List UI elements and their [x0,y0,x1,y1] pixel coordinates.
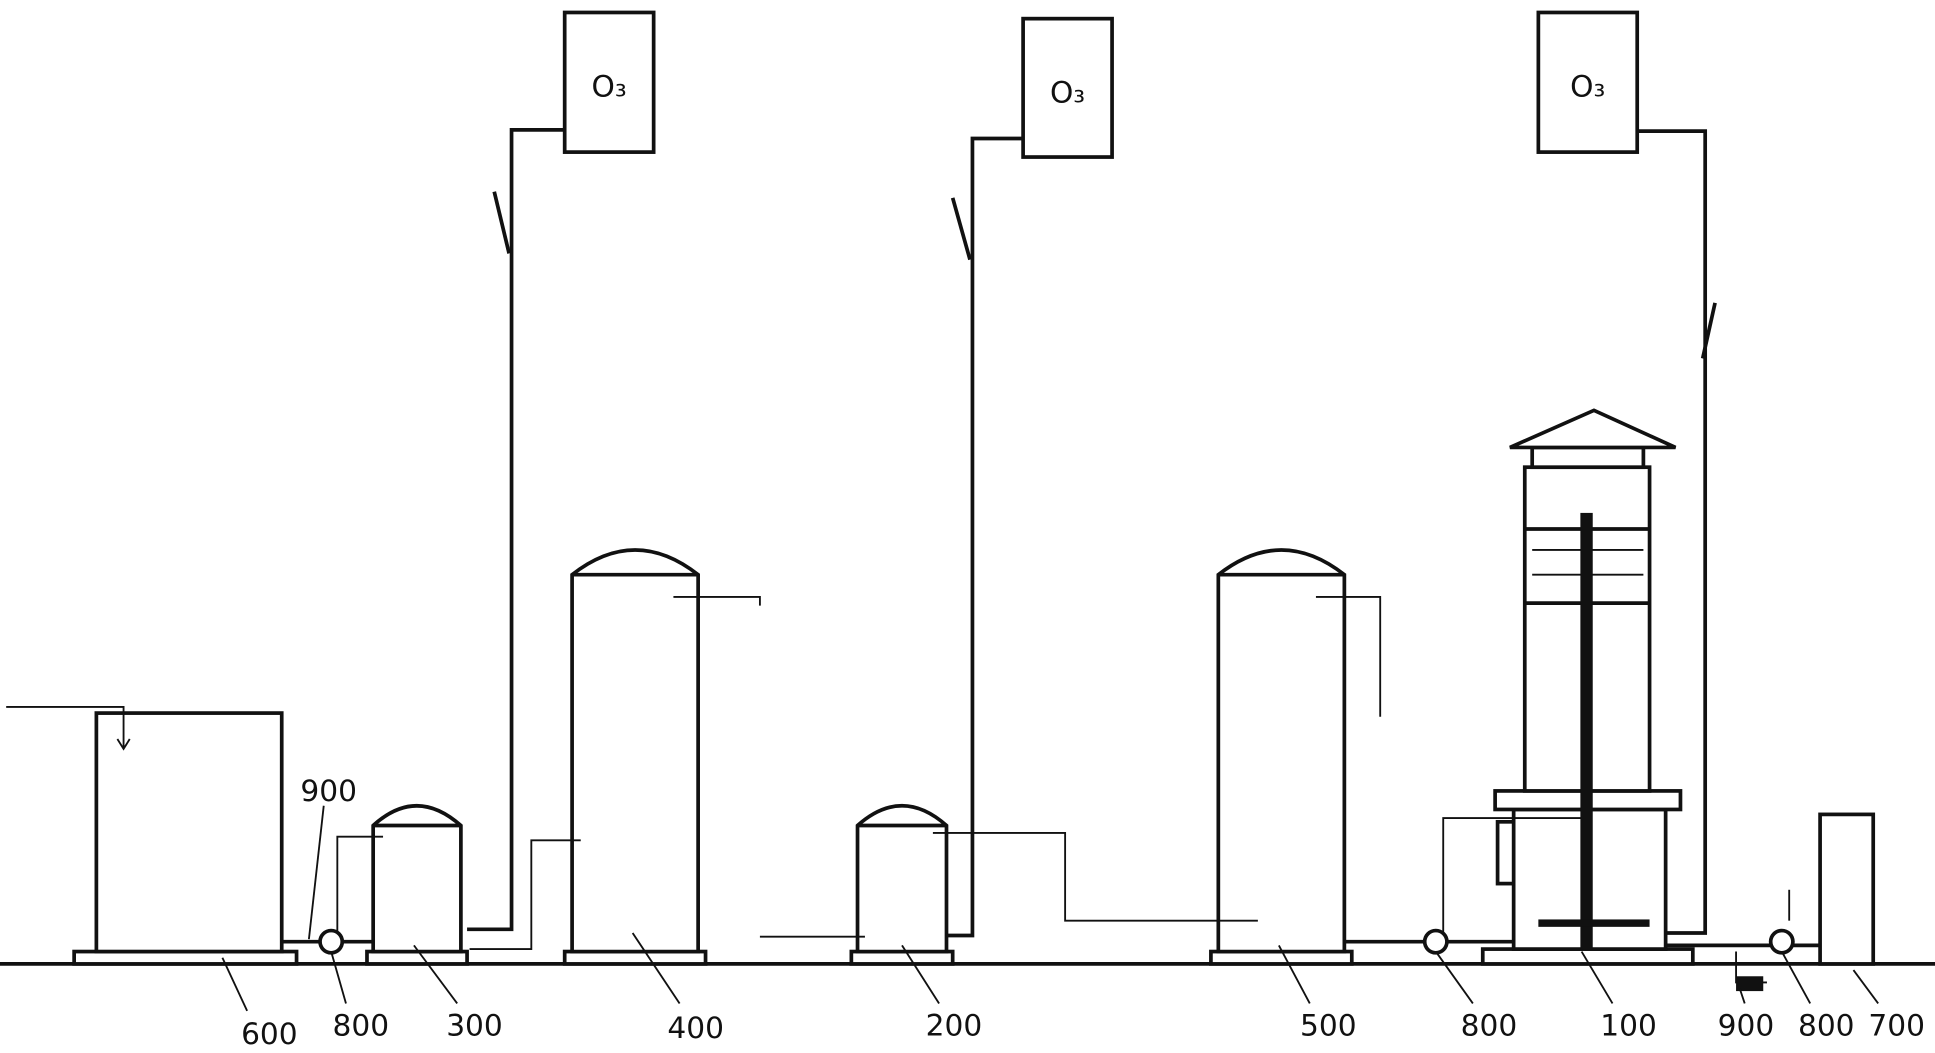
ozone-generator [1021,16,1114,159]
leader-line [221,957,248,1012]
tank-400 [562,548,761,966]
tank-500 [1209,548,1382,966]
leader-line [901,944,940,1004]
callout-label: 200 [926,1008,983,1043]
ozone-generator [562,10,656,154]
callout-label: 900 [300,773,357,808]
callout-label: 900 [1718,1008,1775,1043]
ozone-generator [1536,10,1640,154]
callout-label: 600 [241,1016,298,1051]
leader-line [330,951,347,1004]
leader-line [1580,951,1614,1004]
tank-200 [849,804,955,966]
tank-300 [365,804,469,966]
callout-label: 300 [446,1008,503,1043]
leader-line [1278,944,1311,1004]
ozone-generators: O₃ O₃ O₃ [562,10,1640,159]
pumps [318,928,1795,955]
callout-label: 800 [333,1008,390,1043]
ozone-label: O₃ [1570,69,1605,104]
callout-label: 700 [1868,1008,1925,1043]
ozone-pipes [467,128,1717,938]
leader-line [631,932,681,1004]
callout-label: 800 [1461,1008,1518,1043]
ozone-label: O₃ [1050,75,1085,110]
callout-label: 500 [1300,1008,1357,1043]
water-pipes [281,832,1821,992]
tank-600 [6,705,299,966]
leader-line [1435,951,1474,1004]
tower-100 [1442,408,1695,966]
callout-label: 100 [1600,1008,1657,1043]
leader-line [1738,988,1746,1004]
unit-700 [1818,812,1876,966]
callouts: 900 600 800 300 400 200 500 800 100 900 800 700 [221,773,1925,1051]
callout-label: 400 [667,1010,724,1045]
leader-line [307,805,325,940]
leader-line [413,944,458,1005]
leader-line [1780,951,1812,1004]
callout-label: 800 [1798,1008,1855,1043]
ozone-label: O₃ [592,69,627,104]
leader-line [1852,969,1879,1005]
